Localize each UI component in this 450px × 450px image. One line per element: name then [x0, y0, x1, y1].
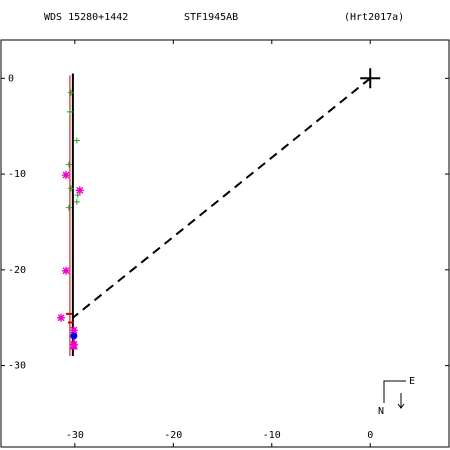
measurement-asterisk — [75, 186, 84, 195]
y-tick-label: 0 — [8, 73, 14, 84]
measurement-dot — [70, 332, 78, 340]
x-tick-label: 0 — [367, 430, 373, 441]
measurement-plus — [73, 198, 80, 205]
compass: E N — [378, 376, 415, 417]
lines-group — [69, 73, 371, 357]
measurement-plus — [66, 108, 73, 115]
compass-arrow-icon — [397, 393, 405, 409]
measurement-plus — [65, 161, 72, 168]
y-tick-label: -20 — [8, 265, 26, 276]
x-tick-label: -20 — [164, 430, 182, 441]
compass-north-label: N — [378, 406, 384, 417]
compass-frame — [383, 380, 406, 403]
plot-frame — [0, 39, 450, 448]
marks-group — [57, 68, 381, 350]
measurement-triangle — [69, 338, 78, 346]
header-left-label: WDS 15280+1442 — [44, 12, 128, 23]
header-center-label: STF1945AB — [184, 12, 238, 23]
y-tick-label: -30 — [8, 361, 26, 372]
measurement-plus — [65, 204, 72, 211]
axes-group: -30 -20 -10 0 0 -10 -20 -30 — [1, 40, 449, 447]
header-right-label: (Hrt2017a) — [344, 12, 404, 23]
measurement-plus — [67, 89, 74, 96]
measurement-asterisk — [61, 266, 70, 275]
x-tick-label: -30 — [66, 430, 84, 441]
y-tick-label: -10 — [8, 169, 26, 180]
measurement-asterisk — [69, 326, 78, 335]
measurement-asterisk — [57, 313, 66, 322]
measurement-triangle — [69, 342, 78, 350]
primary-star-marker — [360, 68, 381, 89]
measurement-asterisk — [61, 171, 70, 180]
compass-east-label: E — [409, 376, 415, 387]
x-tick-label: -10 — [263, 430, 281, 441]
measurement-plus — [67, 185, 74, 192]
measurement-plus — [73, 137, 80, 144]
connector-dashed-line — [72, 77, 371, 319]
